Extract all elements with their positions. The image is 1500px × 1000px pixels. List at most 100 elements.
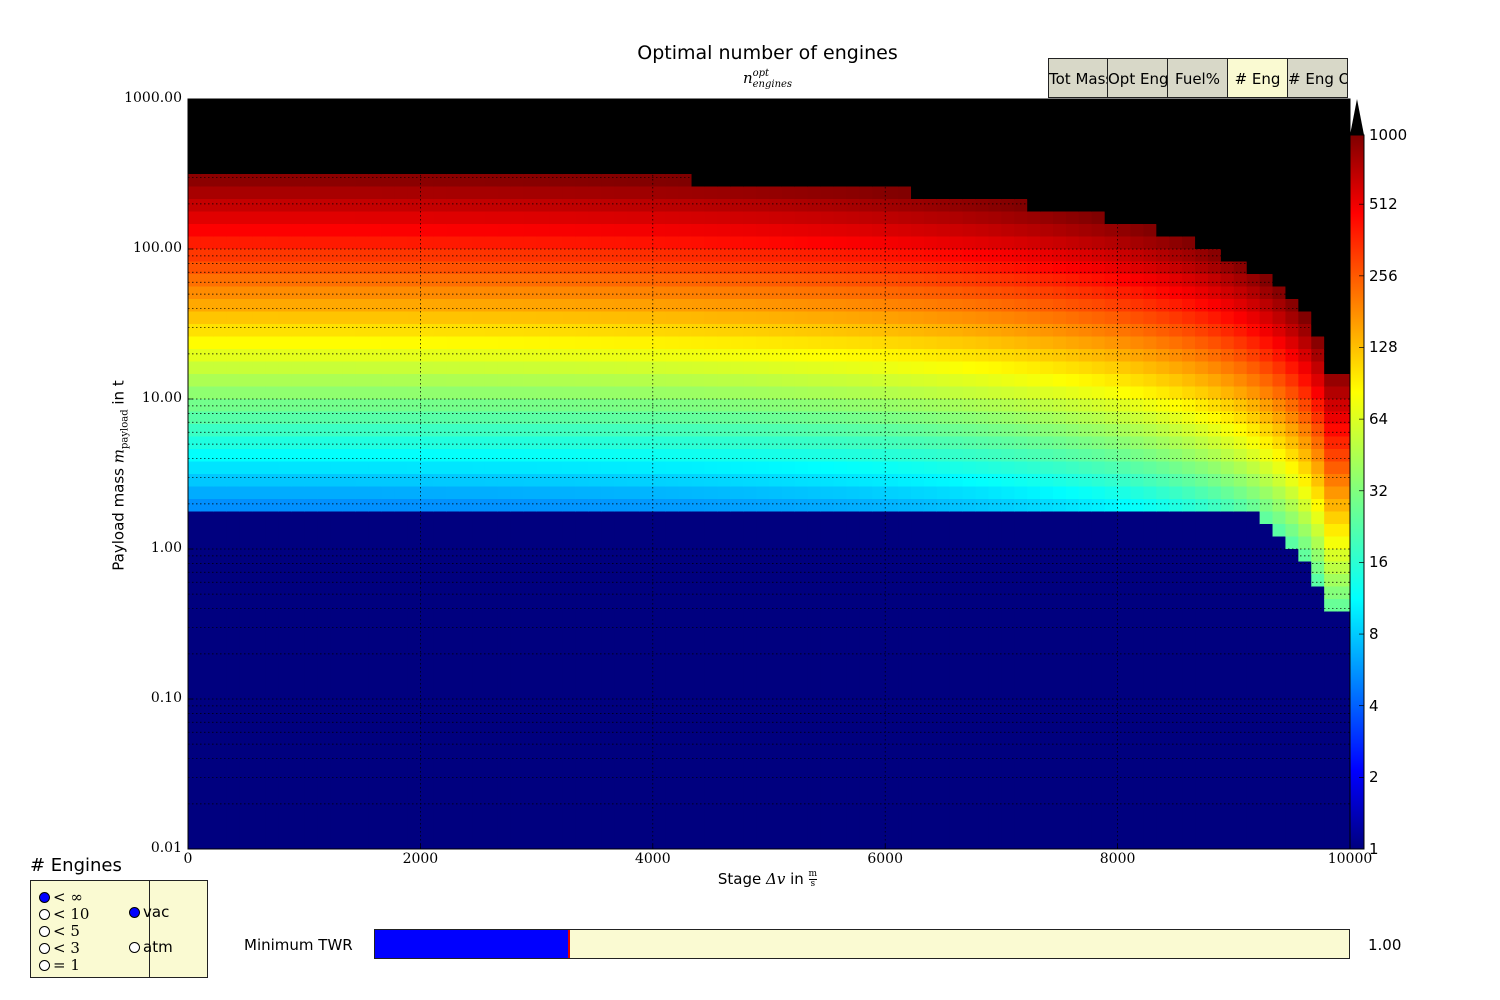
heatmap-cell — [614, 824, 628, 838]
heatmap-cell — [936, 486, 951, 500]
heatmap-cell — [1182, 449, 1196, 463]
heatmap-cell — [407, 149, 421, 163]
heatmap-cell — [614, 724, 628, 738]
heatmap-cell — [1143, 124, 1157, 138]
heatmap-cell — [1156, 686, 1170, 700]
heatmap-cell — [433, 336, 447, 350]
heatmap-cell — [549, 486, 564, 500]
heatmap-cell — [911, 786, 925, 800]
heatmap-cell — [575, 111, 589, 125]
heatmap-cell — [188, 824, 202, 838]
heatmap-cell — [1065, 499, 1080, 513]
heatmap-cell — [497, 186, 512, 200]
heatmap-cell — [1091, 411, 1106, 425]
heatmap-cell — [368, 124, 383, 138]
heatmap-cell — [291, 311, 305, 325]
heatmap-cell — [1053, 249, 1067, 263]
heatmap-cell — [562, 624, 576, 638]
heatmap-cell — [1091, 761, 1106, 775]
heatmap-cell — [781, 711, 796, 725]
heatmap-cell — [1091, 361, 1106, 375]
heatmap-cell — [730, 449, 744, 463]
heatmap-cell — [730, 686, 744, 700]
heatmap-cell — [1156, 149, 1170, 163]
heatmap-cell — [794, 461, 809, 475]
heatmap-cell — [459, 149, 473, 163]
tab-tot-mass[interactable]: Tot Mass — [1048, 58, 1108, 98]
heatmap-cell — [536, 674, 551, 688]
heatmap-cell — [1065, 599, 1080, 613]
heatmap-cell — [1091, 699, 1106, 713]
heatmap-cell — [1117, 336, 1132, 350]
heatmap-cell — [291, 599, 305, 613]
heatmap-cell — [1169, 511, 1183, 525]
heatmap-cell — [1065, 449, 1080, 463]
heatmap-cell — [342, 111, 357, 125]
heatmap-cell — [368, 249, 383, 263]
heatmap-cell — [885, 761, 899, 775]
heatmap-cell — [820, 661, 835, 675]
heatmap-cell — [188, 186, 202, 200]
heatmap-cell — [304, 99, 318, 113]
heatmap-cell — [239, 624, 254, 638]
heatmap-cell — [1143, 574, 1157, 588]
heatmap-cell — [355, 624, 370, 638]
heatmap-cell — [588, 349, 602, 363]
heatmap-cell — [317, 161, 331, 175]
heatmap-cell — [1117, 536, 1132, 550]
heatmap-cell — [833, 286, 848, 300]
heatmap-cell — [1091, 636, 1106, 650]
heatmap-cell — [459, 824, 473, 838]
heatmap-cell — [484, 411, 499, 425]
heatmap-cell — [1014, 186, 1028, 200]
heatmap-cell — [200, 449, 215, 463]
heatmap-cell — [304, 211, 318, 225]
heatmap-cell — [1246, 774, 1261, 788]
heatmap-cell — [1053, 386, 1067, 400]
tab-opt-eng[interactable]: Opt Eng — [1108, 58, 1168, 98]
heatmap-cell — [317, 336, 331, 350]
heatmap-cell — [1014, 299, 1028, 313]
heatmap-cell — [484, 786, 499, 800]
heatmap-cell — [536, 249, 551, 263]
heatmap-cell — [717, 811, 731, 825]
heatmap-cell — [1065, 824, 1080, 838]
heatmap-cell — [549, 224, 564, 238]
heatmap-cell — [1104, 324, 1119, 338]
heatmap-cell — [588, 386, 602, 400]
heatmap-cell — [794, 199, 809, 213]
heatmap-cell — [1053, 299, 1067, 313]
heatmap-cell — [1078, 711, 1093, 725]
heatmap-cell — [549, 349, 564, 363]
heatmap-cell — [626, 799, 641, 813]
heatmap-cell — [278, 436, 292, 450]
heatmap-cell — [1001, 486, 1015, 500]
heatmap-cell — [265, 111, 279, 125]
heatmap-cell — [394, 749, 409, 763]
heatmap-cell — [1220, 99, 1235, 113]
heatmap-cell — [846, 786, 860, 800]
heatmap-cell — [188, 324, 202, 338]
heatmap-cell — [949, 811, 964, 825]
heatmap-cell — [936, 224, 951, 238]
heatmap-cell — [459, 249, 473, 263]
heatmap-cell — [472, 649, 486, 663]
heatmap-cell — [885, 824, 899, 838]
heatmap-cell — [381, 124, 396, 138]
tab-eng[interactable]: # Eng — [1228, 58, 1288, 98]
heatmap-cell — [1156, 236, 1170, 250]
heatmap-cell — [497, 524, 512, 538]
heatmap-cell — [1182, 474, 1196, 488]
heatmap-cell — [936, 724, 951, 738]
tab-fuel[interactable]: Fuel% — [1168, 58, 1228, 98]
heatmap-cell — [1117, 624, 1132, 638]
heatmap-cell — [898, 461, 912, 475]
heatmap-cell — [420, 161, 434, 175]
heatmap-cell — [1130, 161, 1145, 175]
heatmap-cell — [188, 649, 202, 663]
heatmap-cell — [420, 811, 434, 825]
heatmap-cell — [1220, 324, 1235, 338]
heatmap-cell — [472, 799, 486, 813]
heatmap-cell — [549, 361, 564, 375]
tab-eng-o[interactable]: # Eng O — [1288, 58, 1348, 98]
